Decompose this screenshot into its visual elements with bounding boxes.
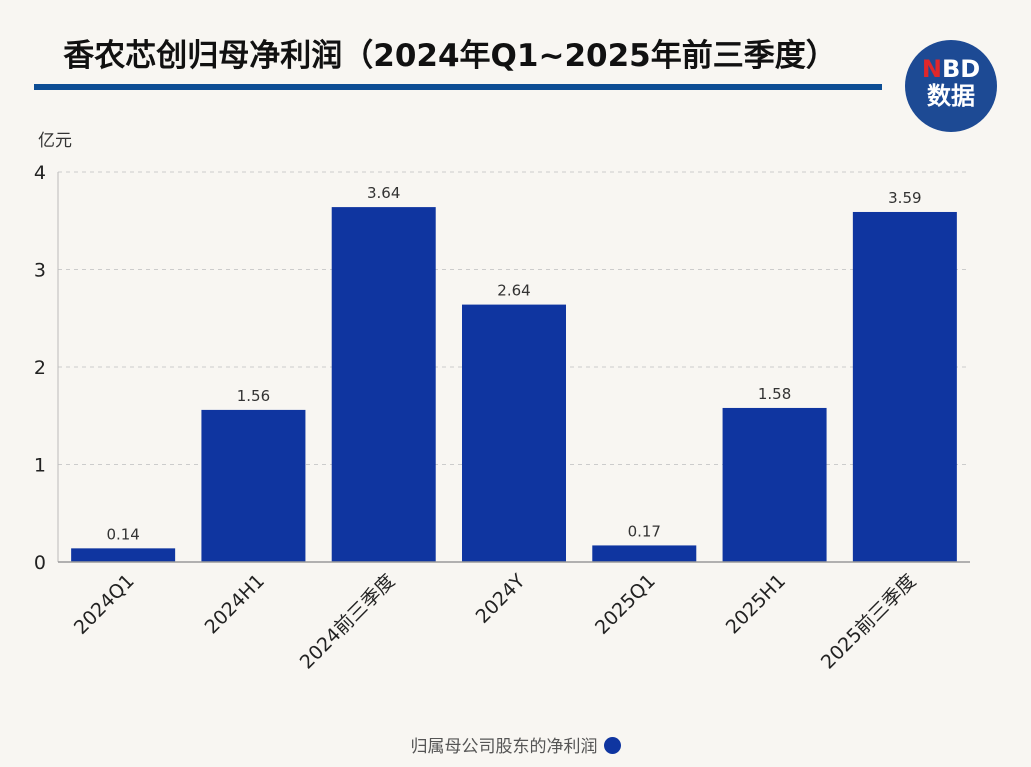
y-tick-label: 3 [34, 260, 46, 282]
bar [462, 304, 566, 562]
x-tick-label: 2025前三季度 [817, 570, 920, 673]
legend: 归属母公司股东的净利润 [0, 732, 1031, 757]
data-label: 3.59 [888, 189, 921, 207]
data-label: 2.64 [497, 282, 530, 300]
y-tick-label: 0 [34, 552, 46, 574]
x-tick-label: 2025Q1 [591, 570, 660, 639]
title-underline [34, 84, 882, 90]
y-tick-label: 1 [34, 455, 46, 477]
bar [201, 409, 306, 562]
bar [331, 207, 436, 562]
x-tick-label: 2024前三季度 [296, 570, 399, 673]
data-label: 1.56 [237, 387, 270, 405]
legend-marker [603, 737, 621, 754]
y-axis-label: 亿元 [38, 131, 72, 151]
bar [592, 545, 697, 562]
chart-title: 香农芯创归母净利润（2024年Q1~2025年前三季度） [63, 38, 837, 74]
y-tick-label: 2 [34, 357, 46, 379]
x-tick-label: 2024H1 [201, 570, 269, 638]
data-label: 0.17 [628, 522, 661, 540]
x-tick-label: 2024Y [472, 570, 530, 628]
data-label: 0.14 [106, 525, 139, 543]
x-tick-label: 2025H1 [722, 570, 790, 638]
bar [722, 407, 827, 562]
data-label: 1.58 [758, 385, 791, 403]
bar [71, 548, 176, 562]
nbd-logo: NBD 数据 [905, 40, 997, 132]
x-tick-label: 2024Q1 [70, 570, 139, 639]
y-tick-label: 4 [34, 162, 46, 184]
data-label: 3.64 [367, 184, 400, 202]
legend-label: 归属母公司股东的净利润 [410, 737, 598, 757]
bar [852, 211, 957, 562]
